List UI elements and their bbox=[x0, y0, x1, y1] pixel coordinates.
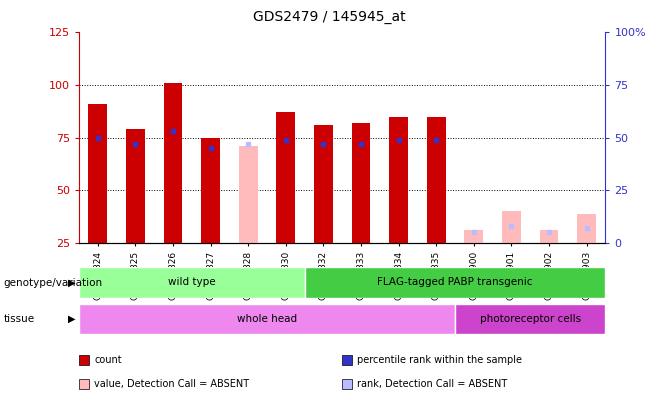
Bar bbox=[239, 146, 257, 243]
Bar bbox=[88, 104, 107, 243]
Bar bbox=[389, 117, 408, 243]
Text: FLAG-tagged PABP transgenic: FLAG-tagged PABP transgenic bbox=[377, 277, 533, 288]
Bar bbox=[276, 113, 295, 243]
Text: count: count bbox=[94, 354, 122, 364]
Bar bbox=[79, 304, 455, 334]
Text: whole head: whole head bbox=[237, 314, 297, 324]
Text: percentile rank within the sample: percentile rank within the sample bbox=[357, 354, 522, 364]
Bar bbox=[351, 123, 370, 243]
Bar bbox=[201, 138, 220, 243]
Text: photoreceptor cells: photoreceptor cells bbox=[480, 314, 581, 324]
Bar bbox=[314, 125, 333, 243]
Bar bbox=[427, 117, 445, 243]
Text: GDS2479 / 145945_at: GDS2479 / 145945_at bbox=[253, 10, 405, 24]
Bar bbox=[455, 304, 605, 334]
Bar bbox=[540, 230, 559, 243]
Text: value, Detection Call = ABSENT: value, Detection Call = ABSENT bbox=[94, 379, 249, 389]
Bar bbox=[305, 267, 605, 298]
Bar bbox=[577, 213, 596, 243]
Bar bbox=[164, 83, 182, 243]
Bar bbox=[126, 129, 145, 243]
Text: wild type: wild type bbox=[168, 277, 216, 288]
Text: tissue: tissue bbox=[3, 314, 34, 324]
Text: rank, Detection Call = ABSENT: rank, Detection Call = ABSENT bbox=[357, 379, 507, 389]
Text: genotype/variation: genotype/variation bbox=[3, 278, 103, 288]
Bar bbox=[465, 230, 483, 243]
Text: ▶: ▶ bbox=[68, 314, 76, 324]
Bar bbox=[502, 211, 520, 243]
Text: ▶: ▶ bbox=[68, 278, 76, 288]
Bar bbox=[79, 267, 305, 298]
